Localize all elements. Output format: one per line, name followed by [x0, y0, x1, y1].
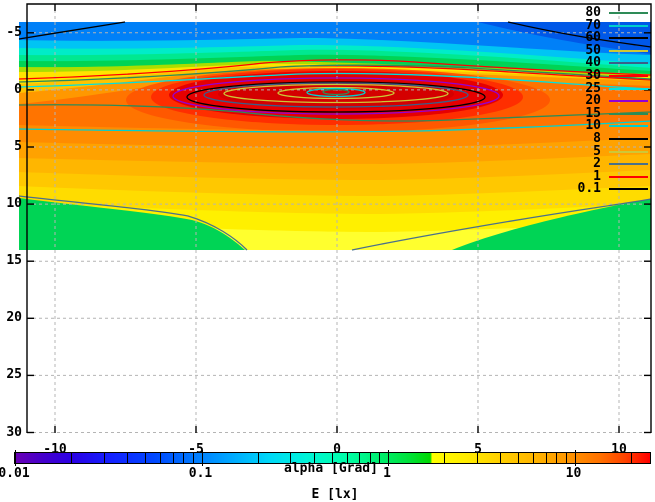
y-tick-label: 15: [6, 253, 22, 269]
colorbar-tick: [369, 453, 371, 463]
legend-level-line-sample: [609, 49, 648, 52]
colorbar-tick: [545, 453, 547, 463]
colorbar-tick: [556, 453, 558, 463]
colorbar-tick: [183, 453, 185, 463]
y-tick-label: -5: [6, 24, 22, 40]
axis-ticks: [27, 4, 651, 434]
legend-level-line-sample: [609, 75, 648, 77]
contour-30: [309, 65, 652, 81]
legend-level-line-sample: [609, 150, 648, 153]
x-tick-label: 5: [474, 442, 482, 457]
contour-70-ring: [306, 87, 366, 98]
y-tick-label: 25: [6, 367, 22, 383]
colorbar-tick: [359, 453, 361, 463]
legend-level-label: 70: [585, 17, 601, 33]
colorbar-tick: [388, 450, 389, 466]
legend-level-label: 40: [585, 55, 601, 71]
colorbar-tick: [500, 453, 502, 463]
legend-level-label: 60: [585, 30, 601, 46]
colorbar-tick: [476, 453, 478, 463]
y-tick-label: 10: [6, 196, 22, 212]
colorbar-tick: [71, 453, 73, 463]
plot-frame: [26, 3, 652, 433]
colorbar-tick: [444, 453, 446, 463]
contour-10: [18, 120, 652, 133]
legend-level-line-sample: [609, 125, 648, 128]
contour-5: [18, 64, 652, 83]
contour-0p1-left: [18, 21, 126, 40]
contour-1: [18, 59, 652, 80]
legend-level-label: 8: [593, 131, 601, 146]
colorbar-tick: [518, 453, 520, 463]
colorbar-tick: [565, 453, 567, 463]
legend-level-label: 80: [585, 5, 601, 20]
colorbar-tick: [127, 453, 129, 463]
legend-level-line-sample: [609, 163, 648, 166]
legend-level-label: 0.1: [577, 181, 601, 197]
colorbar-tick-label: 0.1: [188, 466, 213, 481]
legend-level-label: 30: [585, 68, 601, 83]
legend-level-label: 15: [585, 105, 601, 121]
colorbar-tick-label: 10: [565, 466, 582, 481]
legend-level-line-sample: [609, 138, 648, 140]
colorbar-tick: [201, 450, 203, 466]
legend-level-line-sample: [609, 175, 648, 178]
contour-80-ring: [322, 88, 350, 96]
x-tick-label: 0: [333, 442, 341, 457]
legend-level-label: 2: [593, 156, 601, 172]
colorbar-tick: [290, 453, 292, 463]
contour-50-ring: [223, 83, 449, 104]
colorbar-title: E [lx]: [311, 487, 359, 502]
contour-20-ring: [172, 77, 500, 115]
y-tick-label: 0: [14, 81, 22, 97]
contour-60-ring: [186, 81, 486, 113]
colorbar-tick: [331, 453, 333, 463]
contour-2-right: [351, 198, 652, 251]
legend-level-label: 10: [585, 118, 601, 134]
y-tick-label: 5: [14, 139, 22, 154]
colorbar-tick: [160, 453, 162, 463]
x-axis-title: alpha [Grad]: [284, 461, 378, 476]
legend-level-line-sample: [609, 62, 648, 65]
legend-level-line-sample: [609, 24, 648, 27]
legend-level-label: 5: [593, 143, 601, 159]
colorbar-tick: [313, 453, 315, 463]
colorbar-tick: [379, 453, 381, 463]
colorbar-tick: [574, 450, 576, 466]
colorbar-tick: [15, 450, 16, 466]
colorbar-tick: [192, 453, 194, 463]
legend-level-label: 25: [585, 80, 601, 96]
legend-level-line-sample: [609, 12, 648, 14]
legend-level-label: 1: [593, 168, 601, 184]
colorbar-tick: [103, 453, 105, 463]
contour-15: [18, 104, 652, 122]
colorbar-tick: [630, 453, 632, 463]
contour-40-ring: [203, 82, 469, 108]
contour-50-inner-ring: [277, 86, 395, 100]
legend-level-line-sample: [609, 37, 648, 40]
colorbar-tick: [257, 453, 259, 463]
contour-lines: [18, 21, 652, 251]
y-tick-label: 20: [6, 310, 22, 326]
colorbar-tick: [145, 453, 147, 463]
legend-level-line-sample: [609, 100, 648, 103]
colorbar-tick-label: 1: [383, 466, 391, 481]
contour-25: [18, 72, 652, 90]
legend-level-line-sample: [609, 188, 648, 191]
colorbar-tick-label: 0.01: [0, 466, 30, 481]
legend-level-label: 50: [585, 42, 601, 58]
colorbar-tick: [172, 453, 174, 463]
legend-level-label: 20: [585, 93, 601, 109]
colorbar-tick: [533, 453, 535, 463]
contour-2-left: [18, 195, 248, 251]
contour-0p1-right: [507, 21, 652, 48]
colorbar-tick: [346, 453, 348, 463]
legend-level-line-sample: [609, 112, 648, 115]
legend-level-line-sample: [609, 87, 648, 90]
y-tick-label: 30: [6, 424, 22, 440]
colorbar: [14, 450, 651, 466]
